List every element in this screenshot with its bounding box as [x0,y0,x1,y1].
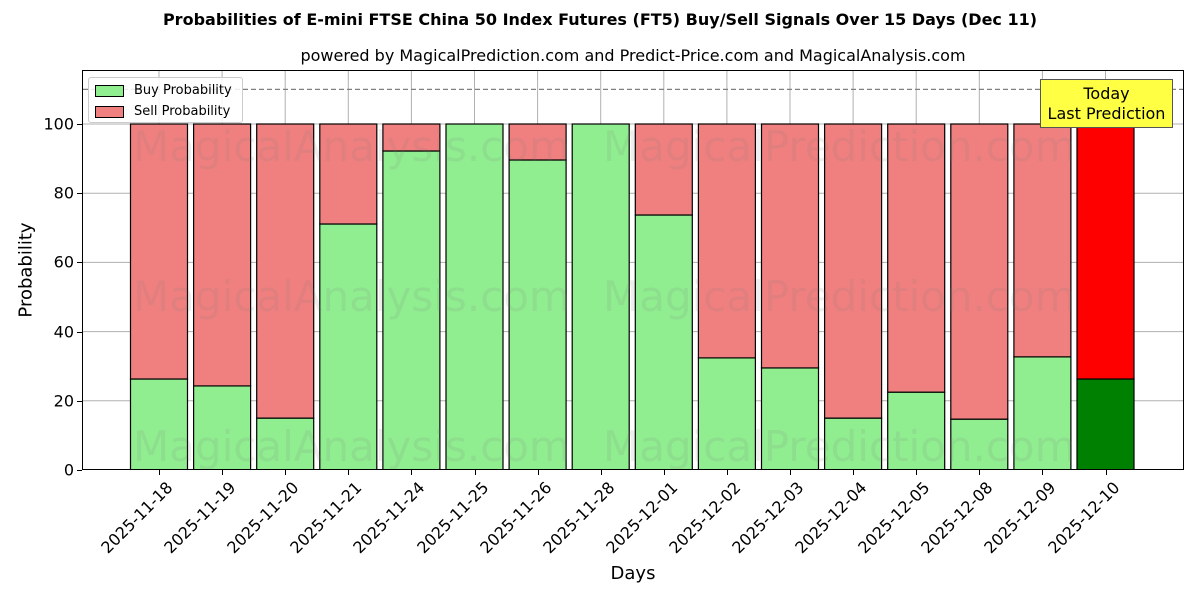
sell-bar [823,123,883,419]
y-tick-label: 20 [53,391,74,411]
sell-bar [760,123,820,369]
buy-bar [950,418,1009,469]
y-tick-mark [77,124,82,125]
chart-title: Probabilities of E-mini FTSE China 50 In… [162,10,1038,29]
x-tick-mark [348,470,350,475]
sell-bar [129,123,189,380]
buy-bar [571,123,630,469]
legend-sell-label: Sell Probability [134,104,231,119]
buy-bar [319,223,378,469]
sell-bar [697,123,757,359]
x-tick-mark [1105,470,1107,475]
x-tick-mark [1042,470,1044,475]
x-axis-label: Days [610,563,656,584]
x-tick-mark [222,470,224,475]
sell-bar [634,123,693,216]
y-tick-label: 60 [53,252,74,272]
bars-canvas: MagicalAnalysis.com MagicalPrediction.com… [83,71,1183,469]
y-tick-mark [77,400,82,402]
x-tick-mark [853,470,855,475]
buy-bar [887,391,946,469]
y-tick-mark [77,331,82,333]
legend-item-sell: Sell Probability [95,104,230,119]
buy-bar [634,214,693,469]
x-tick-mark [916,470,918,475]
y-tick-mark [77,193,82,195]
buy-bar [192,385,252,469]
annotation-line-2: Last Prediction [1047,104,1166,123]
y-tick-label: 80 [53,183,74,203]
buy-bar [1076,378,1135,469]
x-tick-mark [474,470,476,475]
y-axis-label: Probability [15,222,37,318]
x-tick-mark [790,470,791,475]
buy-bar [382,150,441,469]
buy-bar [823,417,883,469]
today-annotation: Today Last Prediction [1040,79,1173,128]
x-tick-mark [726,470,728,475]
sell-bar [887,123,946,393]
watermarks: MagicalAnalysis.com MagicalPrediction.com… [133,122,1076,469]
svg-text:MagicalPrediction.com: MagicalPrediction.com [603,422,1076,469]
svg-text:MagicalAnalysis.com: MagicalAnalysis.com [133,272,570,321]
x-tick-mark [663,470,665,475]
buy-bar [445,123,504,469]
sell-bar [319,123,378,225]
sell-bar [950,123,1009,420]
x-tick-mark [285,470,287,475]
buy-swatch-icon [95,84,124,97]
x-tick-mark [979,470,981,475]
chart-subtitle: powered by MagicalPrediction.com and Pre… [300,46,966,65]
sell-bar [256,123,315,419]
x-tick-mark [411,470,413,475]
y-tick-label: 40 [53,322,74,342]
sell-bar [508,123,567,161]
sell-swatch-icon [95,105,124,118]
buy-bar [697,357,757,469]
legend: Buy Probability Sell Probability [88,77,243,123]
svg-text:MagicalAnalysis.com: MagicalAnalysis.com [133,122,570,171]
sell-bar [1013,123,1072,358]
svg-text:MagicalPrediction.com: MagicalPrediction.com [603,122,1076,171]
annotation-line-1: Today [1083,84,1130,103]
buy-bar [1013,356,1072,469]
y-tick-label: 100 [43,114,74,134]
legend-item-buy: Buy Probability [95,83,232,98]
y-tick-mark [77,470,82,471]
svg-text:MagicalPrediction.com: MagicalPrediction.com [603,272,1076,321]
sell-bar [1076,123,1135,380]
buy-bar [760,367,820,469]
x-tick-mark [159,470,160,475]
bars [129,123,1135,469]
buy-bar [508,159,567,469]
buy-bar [256,417,315,469]
x-tick-mark [600,470,602,475]
sell-bar [192,123,252,387]
x-tick-mark [537,470,539,475]
legend-buy-label: Buy Probability [134,83,232,98]
y-tick-label: 0 [63,460,74,480]
svg-text:MagicalAnalysis.com: MagicalAnalysis.com [133,422,570,469]
y-tick-mark [77,262,82,264]
sell-bar [382,123,441,152]
plot-area: MagicalAnalysis.com MagicalPrediction.com… [82,70,1184,470]
